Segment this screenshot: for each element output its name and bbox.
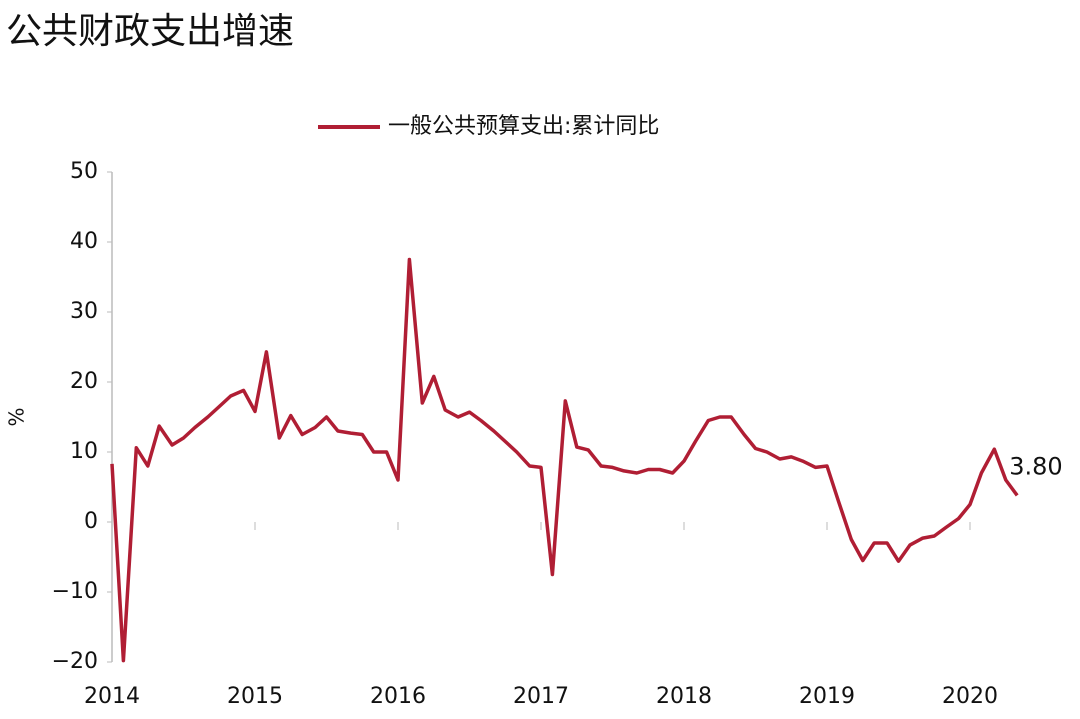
x-tick-label: 2019 — [799, 684, 855, 709]
y-tick-label: 0 — [84, 509, 98, 534]
x-tick-label: 2017 — [513, 684, 569, 709]
x-tick-label: 2018 — [656, 684, 712, 709]
x-tick-label: 2014 — [84, 684, 140, 709]
y-tick-label: 50 — [70, 159, 98, 184]
x-tick-label: 2016 — [370, 684, 426, 709]
x-tick-label: 2015 — [227, 684, 283, 709]
y-tick-label: −20 — [52, 649, 98, 674]
y-tick-label: 10 — [70, 439, 98, 464]
chart-title: 公共财政支出增速 — [6, 11, 294, 52]
series-line — [110, 257, 1019, 663]
y-tick-label: 20 — [70, 369, 98, 394]
value-label: 3.80 — [1009, 452, 1062, 480]
y-tick-label: −10 — [52, 579, 98, 604]
y-tick-label: 30 — [70, 299, 98, 324]
x-tick-label: 2020 — [942, 684, 998, 709]
y-tick-label: 40 — [70, 229, 98, 254]
legend-label: 一般公共预算支出:累计同比 — [388, 114, 659, 139]
y-axis-label: % — [5, 407, 29, 426]
